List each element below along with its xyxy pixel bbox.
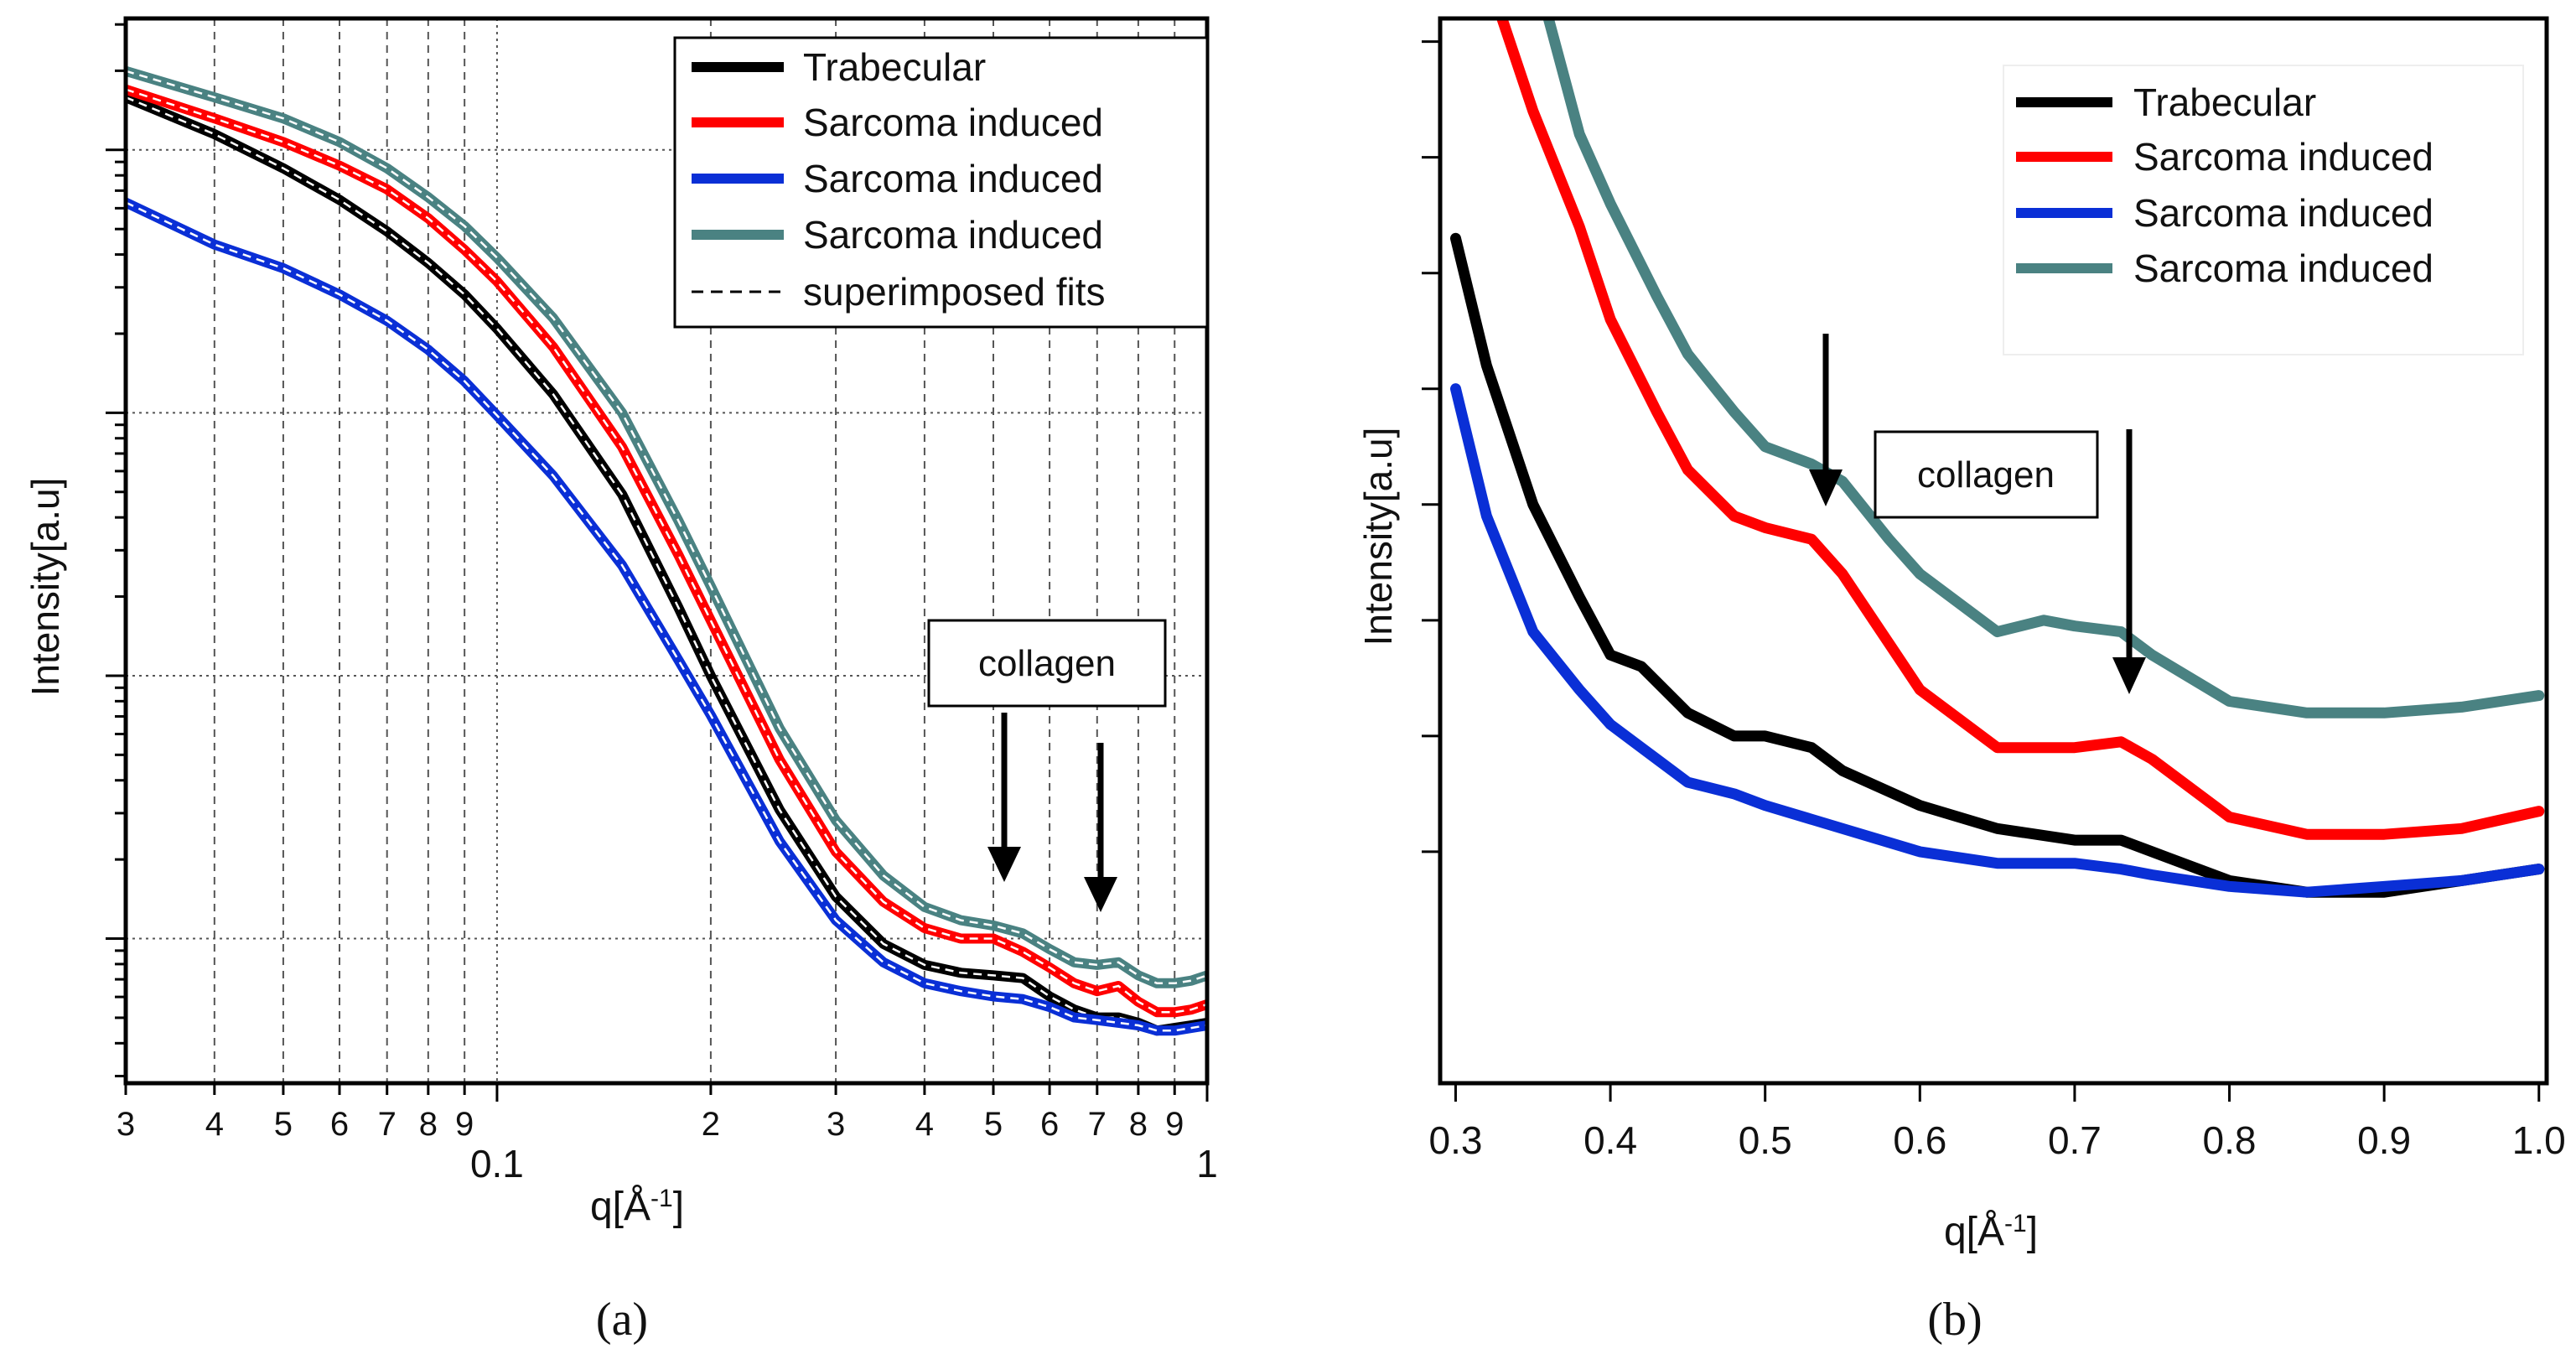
panel-a: 3 4 5 6 7 8 90.12 3 4 5 6 7 8 91 Intensity[a.u] q[Å-1…: [23, 16, 1218, 1230]
panel-b: 0.3 0.4 0.5 0.6 0.7 0.8 0.9 1.0 Intensity[a.u] …: [1356, 16, 2566, 1255]
panel-label-b: (b): [1927, 1294, 1982, 1346]
fit-a-4: [126, 70, 1207, 985]
x-tick-label-b: 0.4: [1583, 1118, 1637, 1162]
legend-a-label-trabecular: Trabecular: [803, 45, 986, 89]
panel-label-a: (a): [596, 1294, 648, 1346]
ticks-a: 3 4 5 6 7 8 90.12 3 4 5 6 7 8 91: [106, 23, 1218, 1185]
annotation-b-box: [1874, 430, 2099, 519]
annotation-b: collagen: [1809, 334, 2146, 694]
ylabel-b: Intensity[a.u]: [1356, 428, 1400, 646]
x-tick-label-b: 1.0: [2512, 1118, 2566, 1162]
x-tick-label-a: 5: [274, 1106, 293, 1143]
annotation-b-arrow-2: [2112, 429, 2146, 694]
x-tick-label-a: 3: [827, 1106, 845, 1143]
x-tick-label-a: 0.1: [470, 1142, 524, 1185]
annotation-a-arrow-2: [1084, 743, 1117, 912]
series-b-sarcoma-induced-3: [1450, 383, 2545, 898]
x-tick-label-a: 6: [330, 1106, 349, 1143]
x-tick-label-a: 7: [378, 1106, 397, 1143]
legend-b-label-sarcoma-blue: Sarcoma induced: [2133, 191, 2433, 235]
plot-frame-b: [1438, 16, 2549, 1086]
legend-b: Trabecular Sarcoma induced Sarcoma induc…: [2003, 65, 2524, 355]
x-tick-label-b: 0.6: [1893, 1118, 1946, 1162]
annotation-b-text: collagen: [1917, 454, 2055, 495]
x-tick-label-a: 3: [117, 1106, 135, 1143]
x-tick-label-a: 5: [984, 1106, 1003, 1143]
annotation-a: collagen: [927, 619, 1167, 912]
ticks-b: 0.3 0.4 0.5 0.6 0.7 0.8 0.9 1.0: [1422, 40, 2566, 1162]
xlabel-a: q[Å-1]: [590, 1185, 684, 1230]
x-tick-label-a: 9: [1165, 1106, 1184, 1143]
series-b: [1450, 18, 2545, 898]
x-tick-label-a: 7: [1088, 1106, 1107, 1143]
legend-a: Trabecular Sarcoma induced Sarcoma induc…: [673, 36, 1209, 329]
annotation-a-text: collagen: [978, 643, 1116, 684]
x-tick-label-a: 2: [702, 1106, 720, 1143]
x-tick-label-b: 0.5: [1739, 1118, 1792, 1162]
annotation-b-arrow-1: [1809, 334, 1843, 506]
x-tick-label-a: 1: [1196, 1142, 1218, 1185]
fit-a-2: [126, 88, 1207, 1014]
legend-b-label-trabecular: Trabecular: [2133, 80, 2316, 124]
x-tick-label-a: 4: [915, 1106, 934, 1143]
ylabel-a: Intensity[a.u]: [23, 478, 67, 697]
series-b-sarcoma-induced-2: [1496, 18, 2545, 840]
x-tick-label-a: 8: [419, 1106, 438, 1143]
x-tick-label-a: 4: [205, 1106, 224, 1143]
legend-b-label-sarcoma-teal: Sarcoma induced: [2133, 246, 2433, 290]
annotation-a-arrow-1: [987, 713, 1021, 882]
x-tick-label-b: 0.7: [2048, 1118, 2102, 1162]
x-tick-label-a: 8: [1129, 1106, 1148, 1143]
x-tick-label-b: 0.9: [2357, 1118, 2411, 1162]
fit-a-3: [126, 201, 1207, 1032]
annotation-a-box: [927, 619, 1167, 708]
x-tick-label-a: 6: [1040, 1106, 1059, 1143]
series-b-sarcoma-induced-4: [1542, 18, 2545, 719]
legend-a-label-fits: superimposed fits: [803, 270, 1106, 314]
xlabel-b: q[Å-1]: [1944, 1210, 2038, 1255]
series-a: [126, 65, 1207, 1036]
legend-b-label-sarcoma-red: Sarcoma induced: [2133, 135, 2433, 179]
fit-a-1: [126, 96, 1207, 1032]
legend-a-label-sarcoma-blue: Sarcoma induced: [803, 157, 1103, 200]
x-tick-label-b: 0.8: [2203, 1118, 2257, 1162]
legend-a-label-sarcoma-red: Sarcoma induced: [803, 101, 1103, 144]
legend-a-label-sarcoma-teal: Sarcoma induced: [803, 213, 1103, 257]
x-tick-label-b: 0.3: [1428, 1118, 1482, 1162]
x-tick-label-a: 9: [455, 1106, 474, 1143]
